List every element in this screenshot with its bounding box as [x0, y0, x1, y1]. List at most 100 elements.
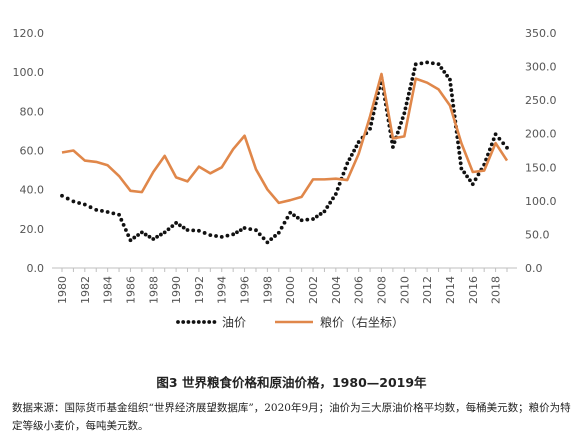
oil-price-point: [406, 91, 411, 96]
oil-price-point: [400, 116, 405, 120]
oil-price-point: [166, 227, 171, 232]
legend-oil-dot: [181, 320, 186, 324]
oil-price-point: [413, 62, 418, 67]
y-left-tick-label: 60.0: [20, 145, 45, 158]
oil-price-point: [181, 225, 186, 230]
y-right-tick-label: 50.0: [525, 228, 550, 241]
oil-price-point: [143, 232, 148, 237]
oil-price-point: [352, 148, 356, 153]
oil-price-point: [462, 170, 467, 175]
y-right-tick-label: 150.0: [525, 161, 557, 174]
oil-price-point: [170, 224, 175, 228]
oil-price-point: [254, 228, 258, 233]
oil-price-series: [60, 60, 509, 245]
oil-price-point: [399, 121, 403, 125]
oil-price-point: [397, 125, 402, 130]
oil-price-point: [404, 101, 409, 106]
oil-price-point: [458, 156, 462, 160]
oil-price-point: [292, 213, 296, 218]
oil-price-point: [282, 220, 287, 225]
oil-price-point: [491, 137, 496, 142]
oil-price-point: [436, 62, 441, 67]
oil-price-point: [333, 192, 338, 196]
oil-price-point: [311, 217, 315, 221]
oil-price-point: [279, 225, 284, 230]
oil-price-point: [445, 73, 449, 78]
oil-price-point: [151, 237, 156, 241]
oil-price-point: [331, 196, 335, 201]
oil-price-point: [410, 77, 415, 81]
x-tick-label: 1992: [193, 276, 206, 304]
oil-price-point: [425, 60, 430, 65]
oil-price-point: [328, 200, 333, 205]
oil-price-point: [325, 205, 330, 209]
oil-price-point: [208, 233, 213, 238]
oil-price-point: [314, 214, 319, 219]
oil-price-point: [191, 228, 196, 233]
oil-price-point: [273, 234, 277, 238]
oil-price-point: [124, 228, 128, 232]
oil-price-point: [448, 82, 453, 87]
oil-price-point: [105, 210, 110, 214]
legend-oil-label: 油价: [222, 316, 246, 330]
oil-price-point: [288, 210, 293, 215]
oil-price-point: [450, 98, 455, 103]
oil-price-point: [132, 235, 137, 240]
x-tick-label: 2014: [444, 276, 457, 304]
oil-price-point: [265, 240, 270, 245]
x-tick-label: 1984: [102, 276, 115, 304]
legend-oil-dot: [186, 320, 191, 324]
x-tick-label: 1990: [170, 276, 183, 304]
legend-oil-dot: [212, 320, 217, 324]
oil-price-point: [285, 215, 290, 220]
oil-price-point: [147, 234, 152, 239]
oil-price-point: [295, 215, 300, 220]
oil-price-point: [214, 234, 218, 238]
y-left-tick-label: 0.0: [27, 262, 45, 275]
x-tick-label: 2006: [353, 276, 366, 304]
oil-price-point: [185, 228, 190, 232]
oil-price-point: [458, 161, 463, 166]
oil-price-point: [335, 186, 340, 191]
oil-price-point: [470, 182, 475, 187]
oil-price-point: [450, 93, 454, 98]
y-right-tick-label: 350.0: [525, 27, 557, 40]
oil-price-point: [473, 177, 478, 182]
oil-price-point: [392, 140, 397, 145]
oil-price-point: [88, 205, 93, 210]
oil-price-point: [456, 140, 460, 145]
oil-price-point: [409, 82, 414, 86]
oil-price-point: [430, 61, 435, 66]
oil-price-point: [412, 67, 417, 72]
oil-price-point: [442, 69, 447, 74]
y-left-tick-label: 100.0: [13, 66, 45, 79]
oil-price-point: [465, 174, 469, 179]
grain-price-line: [61, 72, 509, 205]
oil-price-point: [269, 237, 274, 242]
y-left-tick-label: 120.0: [13, 27, 45, 40]
oil-price-point: [341, 171, 346, 176]
legend-oil-dot: [207, 320, 212, 324]
oil-price-point: [197, 228, 201, 233]
oil-price-point: [162, 230, 167, 235]
x-tick-label: 1986: [124, 276, 137, 304]
x-tick-label: 2016: [467, 276, 480, 304]
oil-price-point: [370, 116, 375, 121]
y-right-tick-label: 200.0: [525, 128, 557, 141]
oil-price-point: [60, 193, 64, 198]
x-tick-label: 1988: [147, 276, 160, 304]
oil-price-point: [468, 178, 472, 183]
legend-oil-marker: [176, 320, 217, 324]
oil-price-point: [405, 96, 410, 101]
oil-price-point: [231, 232, 236, 237]
oil-price-point: [94, 207, 99, 212]
oil-price-point: [459, 166, 464, 171]
oil-price-point: [493, 132, 498, 137]
legend-grain-label: 粮价（右坐标）: [320, 315, 404, 330]
x-tick-label: 2000: [284, 276, 297, 304]
oil-price-point: [411, 72, 416, 77]
oil-price-point: [139, 230, 144, 235]
source-note: 数据来源：国际货币基金组织“世界经济展望数据库”，2020年9月；油价为三大原油…: [12, 402, 571, 432]
x-tick-label: 1996: [239, 276, 252, 304]
oil-price-point: [448, 77, 452, 82]
